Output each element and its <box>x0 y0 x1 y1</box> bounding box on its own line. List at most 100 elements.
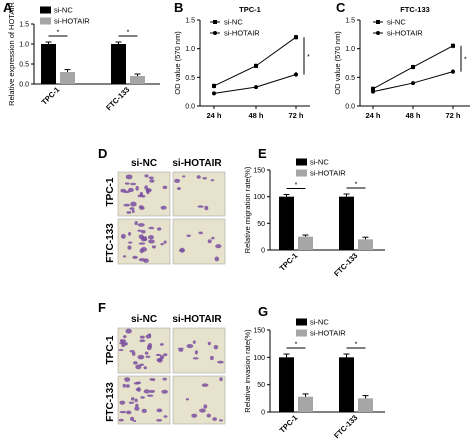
stained-cell <box>207 239 212 244</box>
y-tick-label: 100 <box>253 355 265 362</box>
stained-cell <box>128 187 134 193</box>
legend-swatch <box>296 158 307 166</box>
stained-cell <box>162 377 167 381</box>
legend-label: si-NC <box>54 6 73 15</box>
row-label-tpc-1-f: TPC-1 <box>105 335 116 364</box>
stained-cell <box>125 174 133 180</box>
y-axis-label: Relative invasion rate(%) <box>243 329 252 413</box>
y-axis-label: Relative migration rate(%) <box>243 166 252 253</box>
stained-cell <box>145 355 151 358</box>
stained-cell <box>139 335 145 339</box>
stained-cell <box>191 413 198 418</box>
stained-cell <box>174 178 181 183</box>
panel-letter-f: F <box>98 300 106 315</box>
y-tick-label: 100 <box>253 194 265 201</box>
stained-cell <box>201 383 209 387</box>
legend-label: si-HOTAIR <box>310 169 346 178</box>
stained-cell <box>130 416 135 421</box>
stained-cell <box>125 384 130 388</box>
stained-cell <box>219 377 223 382</box>
stained-cell <box>155 353 162 357</box>
data-point-si-hotair <box>371 89 375 94</box>
stained-cell <box>122 255 127 258</box>
data-point-si-hotair <box>254 85 258 90</box>
significance-mark: * <box>295 342 298 349</box>
series-line-si-hotair <box>213 73 297 94</box>
stained-cell <box>130 397 135 401</box>
stained-cell <box>144 351 149 355</box>
y-tick-label: 0.5 <box>345 75 355 82</box>
stained-cell <box>218 419 223 422</box>
row-label-ftc-133: FTC-133 <box>105 223 116 263</box>
stained-cell <box>186 234 191 237</box>
stained-cell <box>139 339 146 343</box>
stained-cell <box>145 334 152 339</box>
stained-cell <box>160 242 164 246</box>
panel-letter-e: E <box>258 146 267 161</box>
stained-cell <box>126 211 132 214</box>
stained-cell <box>141 408 147 414</box>
stained-cell <box>156 408 163 413</box>
stained-cell <box>131 351 136 356</box>
stained-cell <box>135 185 139 191</box>
stained-cell <box>156 419 163 422</box>
y-tick-label: 0 <box>261 410 265 417</box>
data-point-si-hotair <box>451 69 455 74</box>
stained-cell <box>202 177 208 180</box>
x-tick-label: TPC-1 <box>40 85 62 107</box>
bar-si-nc <box>279 357 294 412</box>
stained-cell <box>134 398 138 403</box>
stained-cell <box>131 209 135 213</box>
stained-cell <box>120 233 126 239</box>
micrograph-f-tpc1-si-hotair <box>172 327 226 374</box>
stained-cell <box>138 242 146 245</box>
chart-title: FTC-133 <box>400 5 430 14</box>
y-axis-label: OD value (570 nm) <box>173 31 182 95</box>
chart-title: TPC-1 <box>239 5 261 14</box>
stained-cell <box>210 179 215 182</box>
y-tick-label: 0.0 <box>19 82 29 89</box>
stained-cell <box>118 348 124 352</box>
stained-cell <box>140 237 148 242</box>
legend-swatch <box>40 6 51 14</box>
data-point-si-nc <box>411 65 415 70</box>
bar-si-nc <box>279 196 294 250</box>
stained-cell <box>124 342 128 346</box>
data-point-si-nc <box>451 43 455 48</box>
bar-si-nc <box>41 44 56 84</box>
x-tick-label: 24 h <box>206 111 221 120</box>
significance-mark: * <box>355 342 358 349</box>
col-label-si-nc: si-NC <box>131 158 157 169</box>
stained-cell <box>139 363 145 366</box>
stained-cell <box>144 174 149 178</box>
stained-cell <box>143 389 150 394</box>
stained-cell <box>121 339 127 343</box>
stained-cell <box>140 396 145 399</box>
legend-label: si-NC <box>310 158 329 167</box>
x-tick-label: 48 h <box>405 111 420 120</box>
y-tick-label: 0.0 <box>345 104 355 111</box>
data-point-si-nc <box>371 86 375 91</box>
stained-cell <box>129 350 135 353</box>
panel-letter-b: B <box>174 0 183 15</box>
bar-si-hotair <box>130 76 145 84</box>
stained-cell <box>135 403 139 408</box>
stained-cell <box>140 230 146 234</box>
stained-cell <box>122 383 126 388</box>
stained-cell <box>133 382 140 385</box>
y-tick-label: 0.5 <box>185 75 195 82</box>
y-tick-label: 150 <box>253 328 265 335</box>
bar-si-hotair <box>298 236 313 250</box>
stained-cell <box>192 340 196 344</box>
stained-cell <box>146 345 152 351</box>
significance-mark: * <box>127 30 130 37</box>
y-tick-label: 1.5 <box>19 22 29 29</box>
stained-cell <box>140 247 147 252</box>
stained-cell <box>149 179 155 183</box>
significance-mark: * <box>307 54 310 61</box>
micrograph-d-tpc1-si-hotair <box>172 171 226 217</box>
stained-cell <box>186 344 194 349</box>
stained-cell <box>122 335 127 339</box>
